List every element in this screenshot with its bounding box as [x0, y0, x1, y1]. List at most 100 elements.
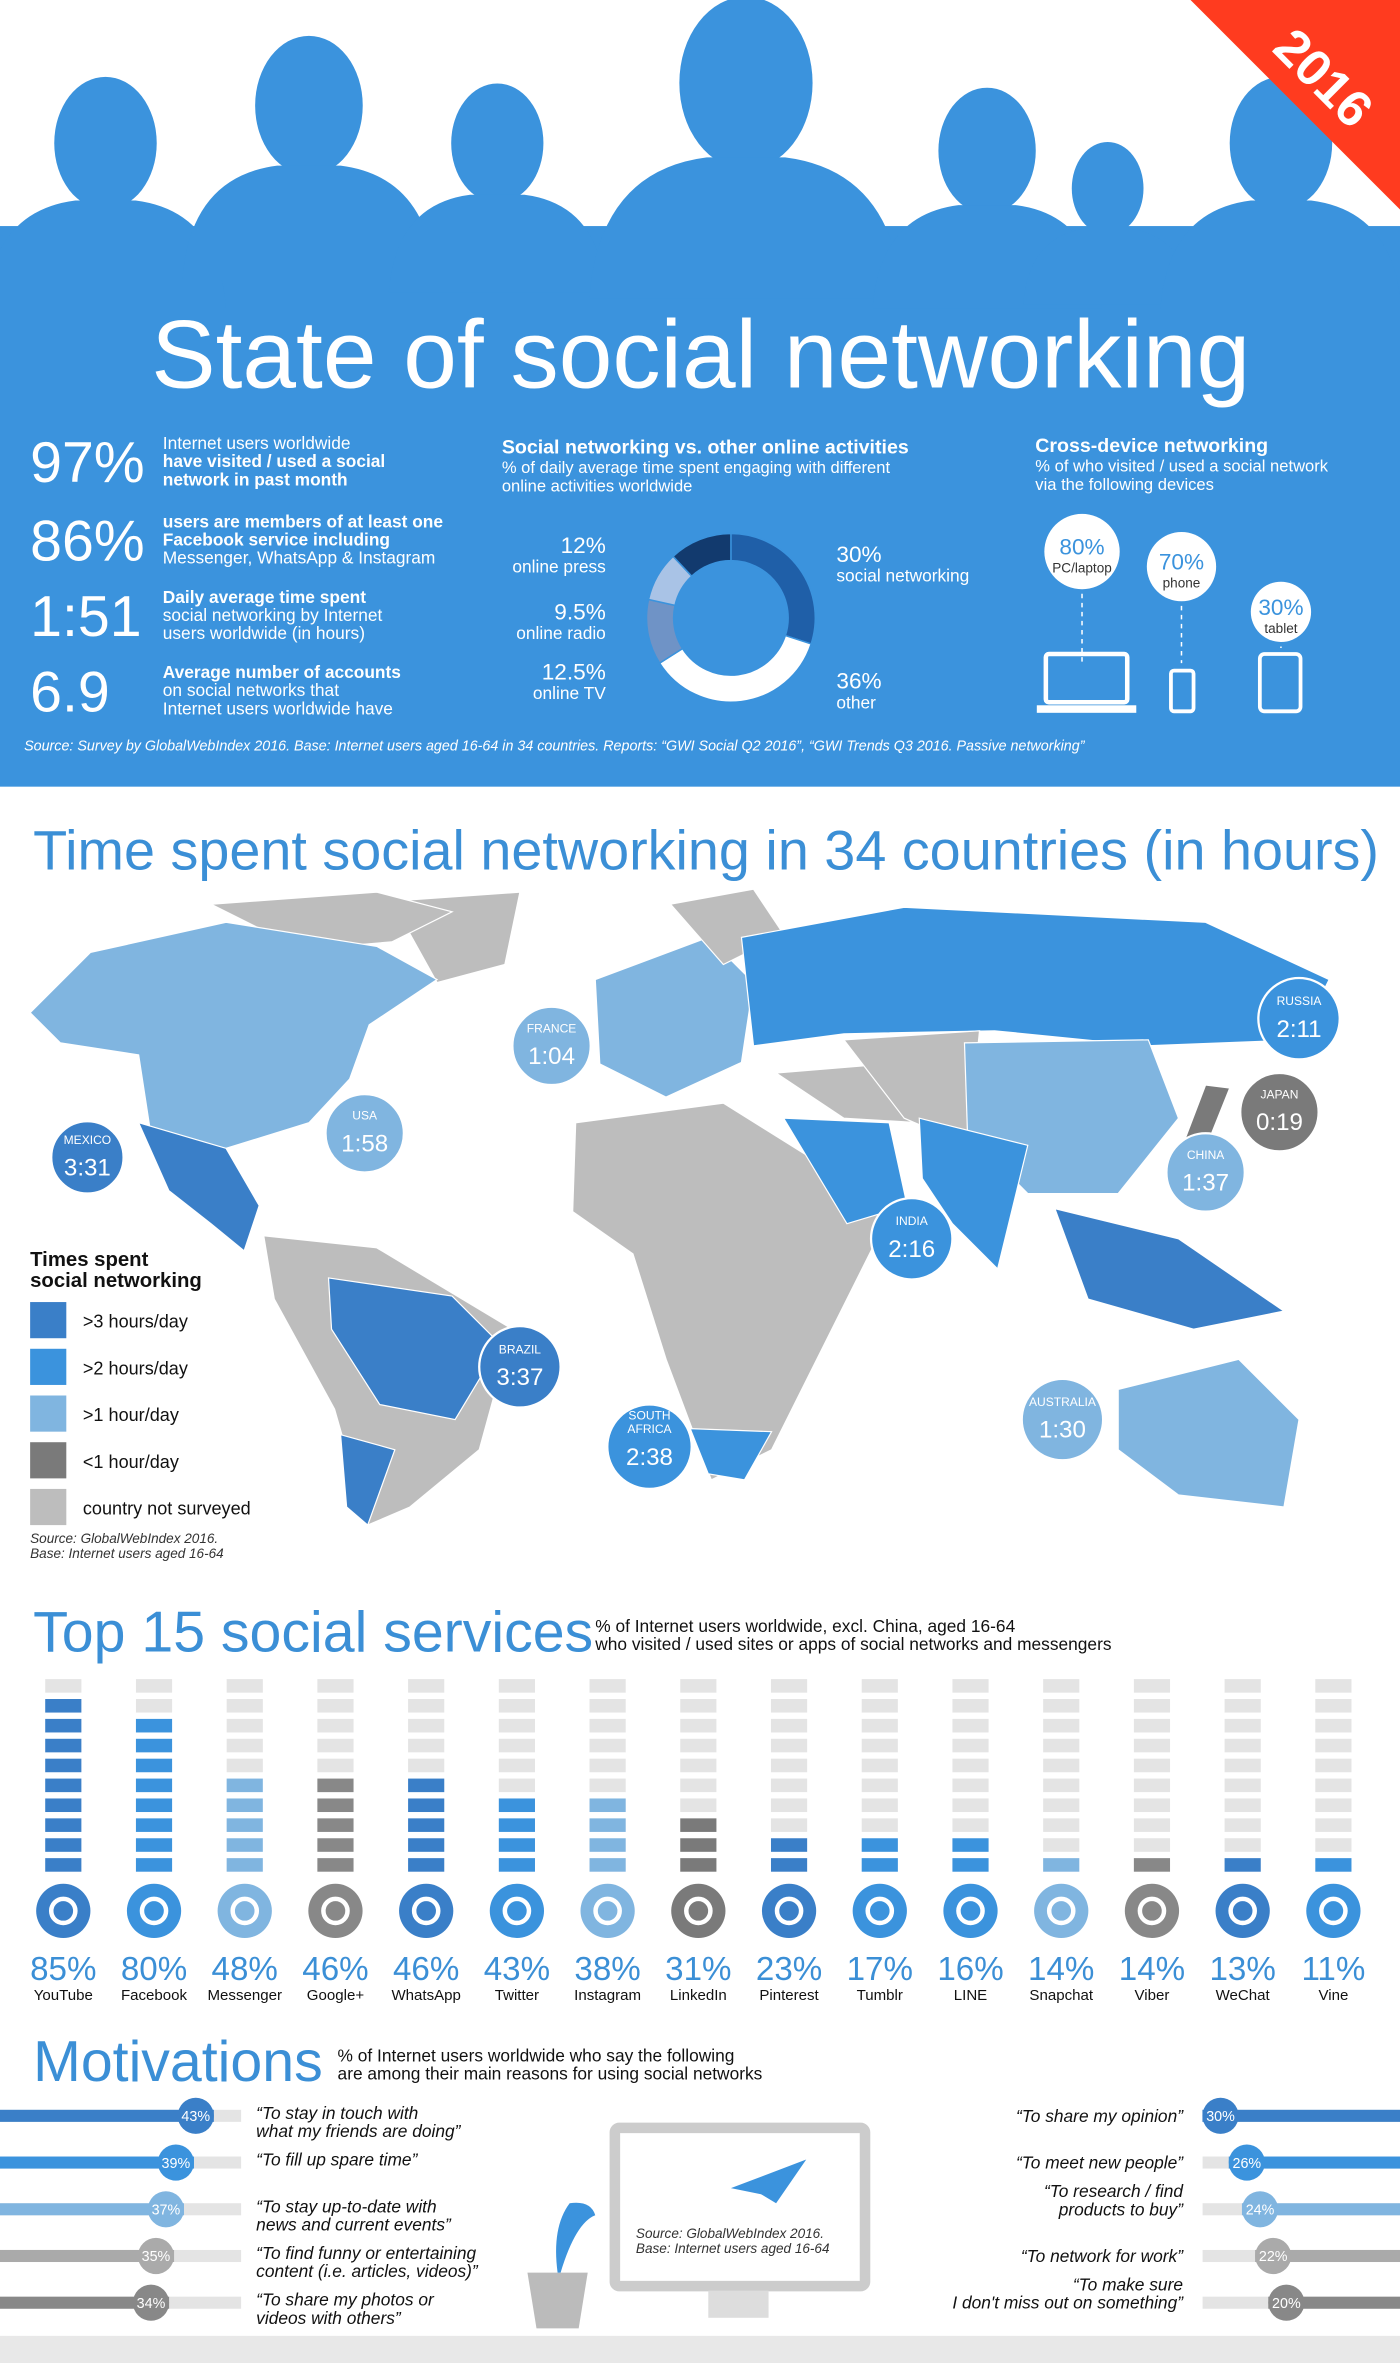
tablet-icon — [1257, 652, 1303, 714]
monitor-stand — [708, 2290, 769, 2318]
quote: products to buy” — [1058, 2199, 1184, 2219]
country-name: AUSTRALIA — [1029, 1395, 1097, 1409]
service-glyph — [48, 1896, 78, 1926]
bar-segment — [226, 1778, 263, 1793]
bar-segment — [952, 1778, 989, 1793]
value-bubble — [1228, 2144, 1265, 2181]
laptop-base — [1036, 705, 1137, 713]
value-bubble — [1202, 2097, 1239, 2134]
legend-swatch — [30, 1442, 67, 1479]
bar-segment — [1224, 1718, 1261, 1733]
bar-segment — [589, 1679, 626, 1693]
bar-segment — [135, 1798, 173, 1813]
bar-segment — [1043, 1858, 1080, 1872]
bar-segment — [226, 1858, 263, 1872]
legend-label: <1 hour/day — [83, 1452, 179, 1472]
country-bubble — [1257, 976, 1341, 1061]
service-value: 13% — [1209, 1951, 1275, 1988]
donut-value: 12.5% — [542, 660, 606, 685]
bar-segment — [680, 1758, 717, 1773]
bar-segment — [408, 1858, 445, 1872]
bar-segment — [317, 1778, 354, 1793]
device-bubble — [1044, 513, 1120, 590]
phone-icon — [1169, 668, 1196, 714]
bar-segment — [770, 1778, 808, 1793]
quote: “To research / find — [1044, 2181, 1184, 2201]
value-bubble — [132, 2284, 170, 2321]
bar-value: 30% — [1206, 2109, 1235, 2125]
head — [451, 83, 544, 203]
legend-swatch — [30, 1488, 67, 1526]
plant-pot — [527, 2272, 588, 2329]
service-value: 14% — [1119, 1951, 1185, 1988]
country-bubble — [1020, 1377, 1105, 1462]
country-shape — [339, 1433, 396, 1527]
bar — [1241, 2203, 1400, 2216]
bar-segment — [226, 1679, 263, 1693]
bar-segment — [1043, 1679, 1080, 1693]
bar-segment — [770, 1798, 808, 1813]
country-name: FRANCE — [527, 1021, 577, 1035]
bar-segment — [317, 1758, 354, 1773]
bar-segment — [952, 1699, 989, 1713]
quote: “To make sure — [1073, 2275, 1183, 2295]
quote: content (i.e. articles, videos)” — [256, 2261, 479, 2281]
country-bubble — [1165, 1132, 1246, 1213]
country-name: CHINA — [1187, 1148, 1225, 1162]
device-name: phone — [1163, 576, 1201, 591]
quote: “To find funny or entertaining — [256, 2243, 476, 2263]
service-value: 11% — [1301, 1951, 1365, 1988]
bar-value: 22% — [1259, 2249, 1288, 2265]
service-glyph — [1046, 1896, 1076, 1926]
bar-segment — [226, 1718, 263, 1733]
head — [54, 76, 157, 210]
stat-value: 1:51 — [30, 585, 141, 649]
bar-segment — [317, 1818, 354, 1832]
service-name: Viber — [1135, 1987, 1170, 2004]
bar-segment — [317, 1838, 354, 1852]
service-icon — [126, 1883, 182, 1939]
bar-value: 37% — [152, 2203, 181, 2219]
country-bubble — [478, 1325, 562, 1409]
quote: what my friends are doing” — [256, 2121, 461, 2141]
bar-segment — [1315, 1679, 1352, 1693]
stat-text: Internet users worldwide — [163, 433, 351, 453]
device-name: PC/laptop — [1052, 561, 1112, 576]
bar-segment — [317, 1718, 354, 1733]
bar-segment — [135, 1778, 173, 1793]
service-value: 43% — [484, 1951, 550, 1988]
bar-segment — [498, 1699, 535, 1713]
bar-segment — [680, 1679, 717, 1693]
service-value: 38% — [574, 1951, 640, 1988]
value-bubble — [147, 2191, 185, 2228]
bar-segment — [770, 1818, 808, 1832]
bar-segment — [317, 1858, 354, 1872]
bar-segment — [861, 1758, 898, 1773]
quote: “To stay up-to-date with — [256, 2196, 436, 2216]
value-bubble — [1268, 2284, 1305, 2321]
bar-segment — [1133, 1858, 1171, 1872]
bar-segment — [1133, 1718, 1171, 1733]
stat-value: 86% — [30, 510, 145, 574]
service-glyph — [1228, 1896, 1257, 1926]
bar-segment — [952, 1738, 989, 1753]
bar-segment — [1224, 1738, 1261, 1753]
service-glyph — [230, 1896, 260, 1926]
bar-segment — [861, 1818, 898, 1832]
country-name: JAPAN — [1260, 1088, 1298, 1102]
stat-text: users worldwide (in hours) — [163, 623, 365, 643]
service-icon — [489, 1883, 545, 1939]
bar-segment — [1315, 1858, 1352, 1872]
bar-segment — [498, 1758, 535, 1773]
bar-segment — [1315, 1699, 1352, 1713]
bar-segment — [45, 1818, 82, 1832]
country-time: 0:19 — [1256, 1109, 1303, 1136]
source-note: Base: Internet users aged 16-64 — [636, 2241, 830, 2256]
source-note: Source: GlobalWebIndex 2016. — [636, 2226, 824, 2241]
service-name: Messenger — [208, 1987, 282, 2004]
country-shape — [1053, 1207, 1286, 1330]
service-glyph — [593, 1896, 622, 1926]
section-title: Top 15 social services — [33, 1601, 593, 1665]
bar-segment — [680, 1718, 717, 1733]
